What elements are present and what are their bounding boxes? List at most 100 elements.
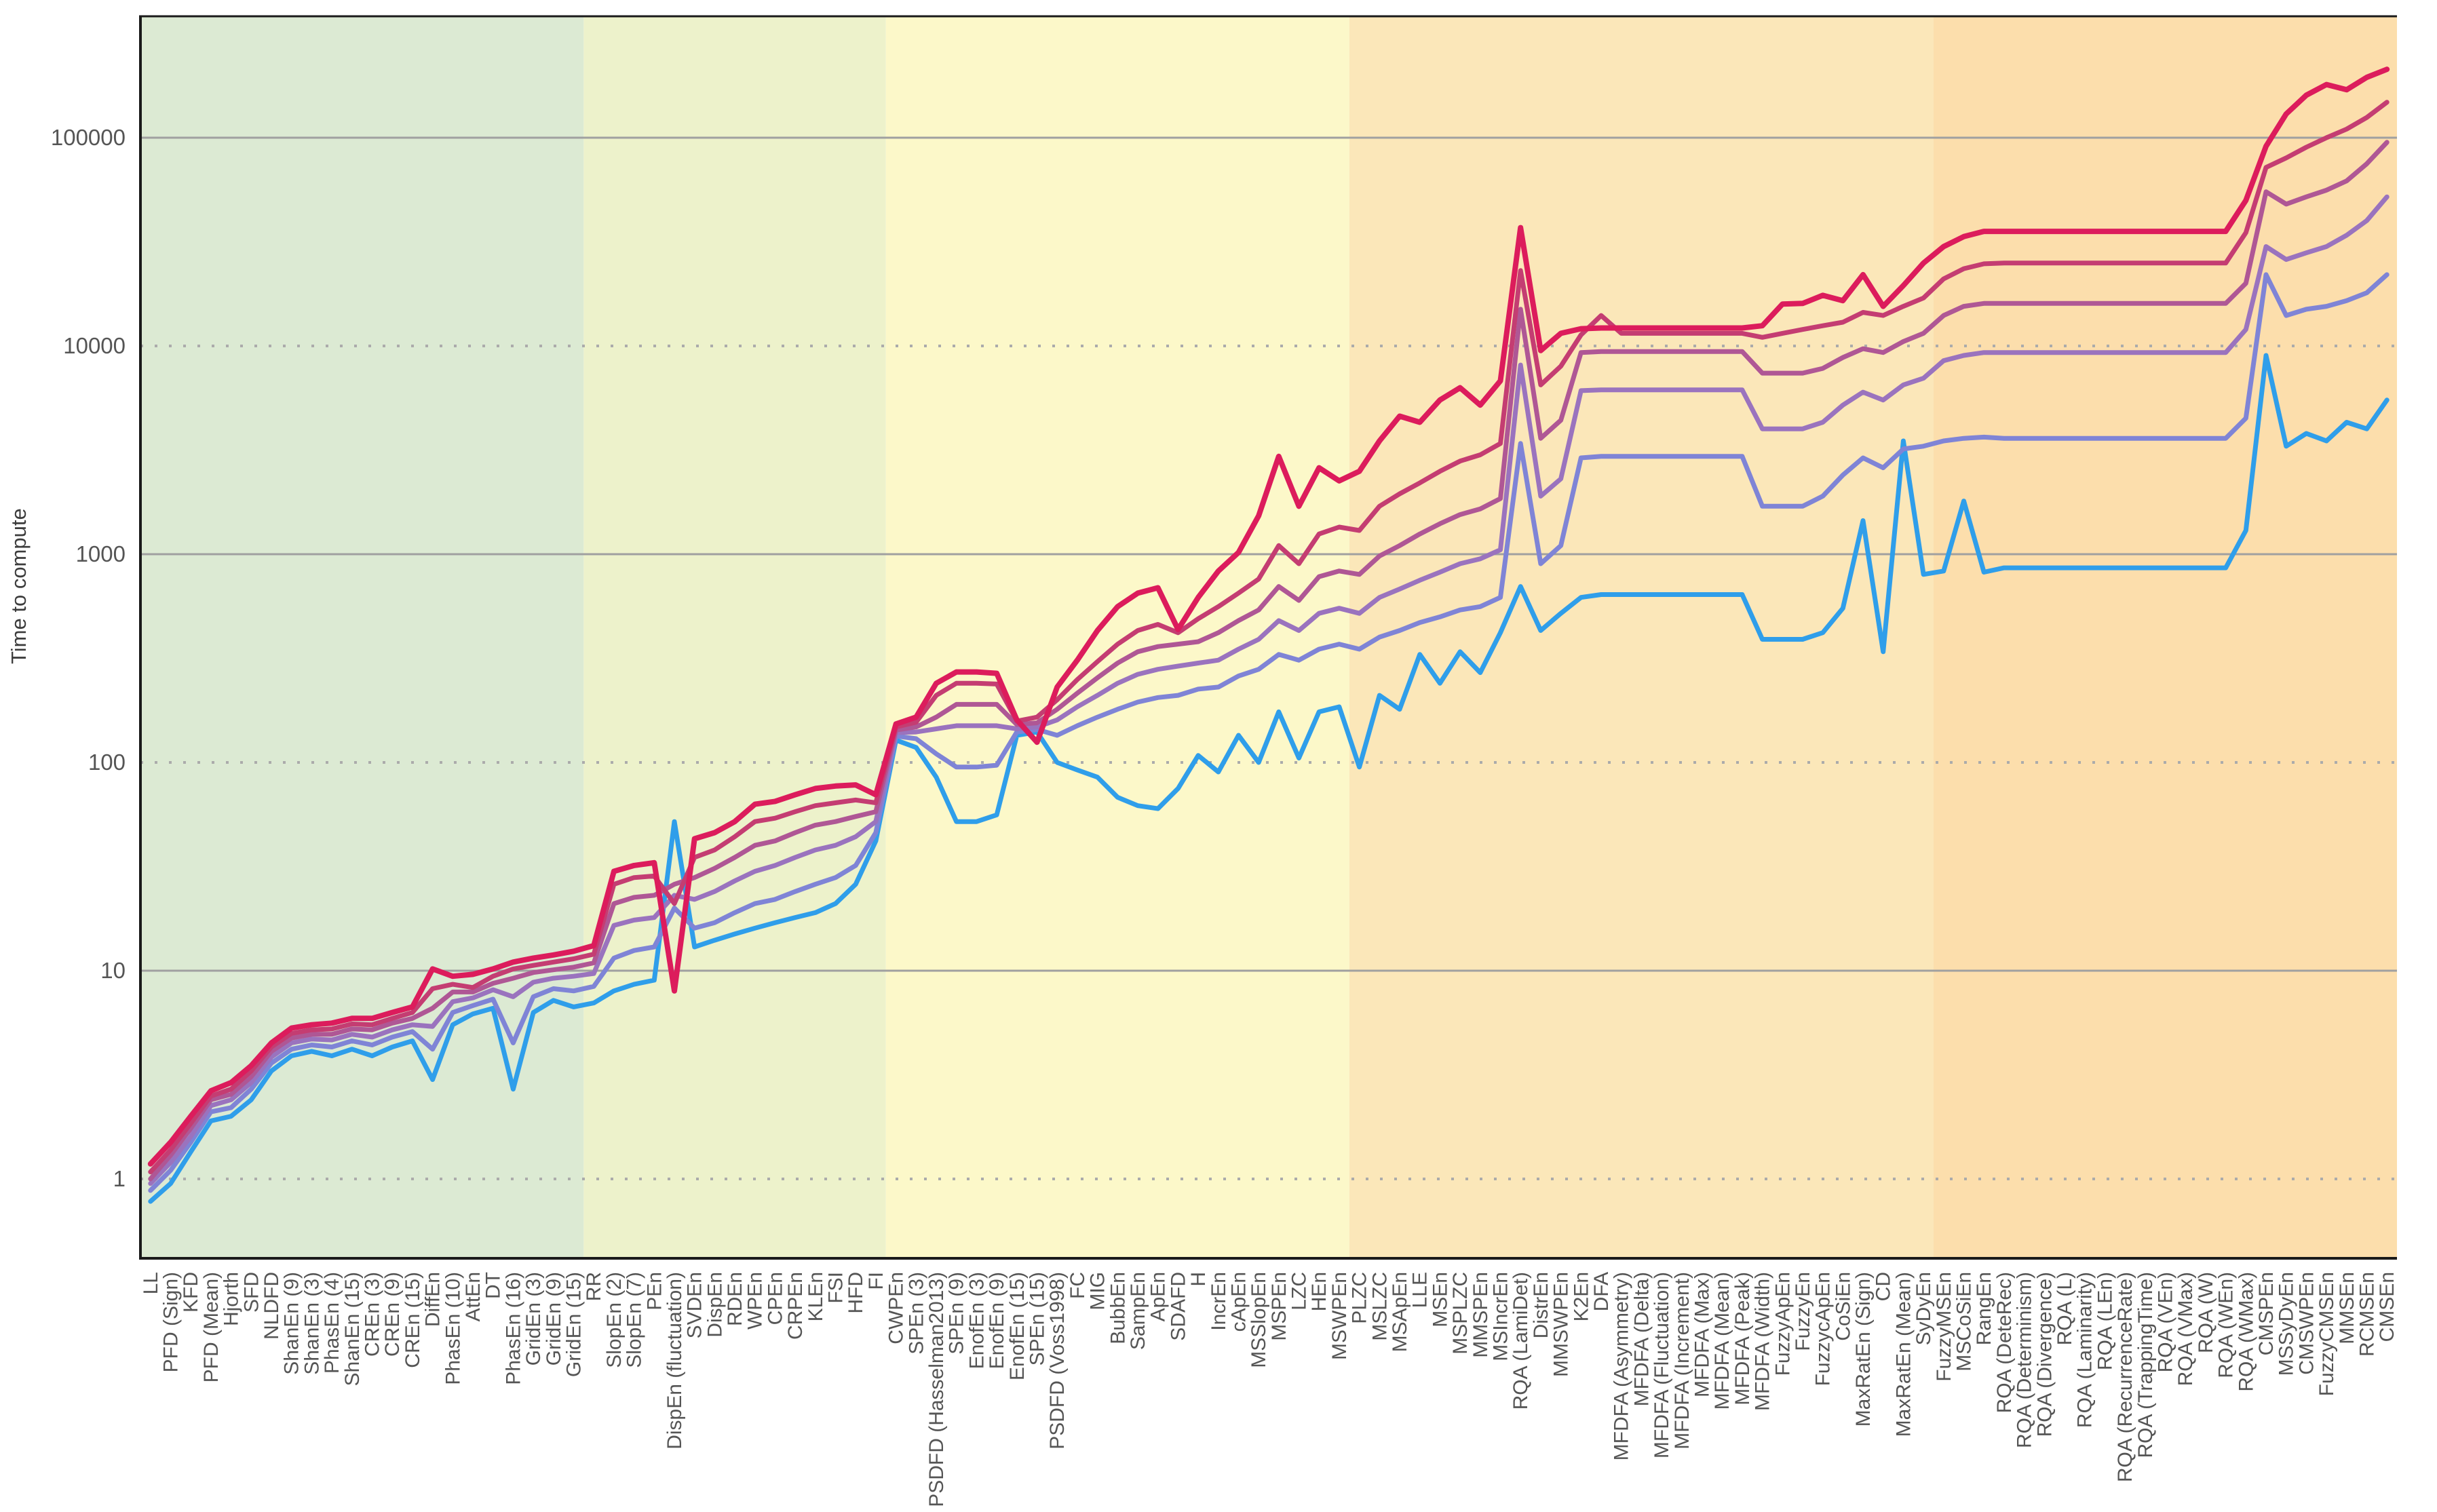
x-tick-label: FuzzyApEn <box>1771 1272 1794 1376</box>
x-tick-label: FuzzycApEn <box>1812 1272 1835 1386</box>
x-tick-label: Hjorth <box>220 1272 243 1326</box>
x-tick-label: DispEn (fluctuation) <box>664 1272 686 1450</box>
x-tick-label: BubbEn <box>1107 1272 1129 1344</box>
x-tick-label: HEn <box>1308 1272 1330 1311</box>
x-tick-label: MaxRatEn (Mean) <box>1892 1272 1915 1437</box>
x-tick-label: RQA (LamiDet) <box>1510 1272 1532 1410</box>
x-tick-label: CREn (3) <box>362 1272 384 1357</box>
x-tick-label: PFD (Sign) <box>160 1272 183 1372</box>
x-tick-label: RQA (TrappingTime) <box>2134 1272 2157 1458</box>
zone-zone-3 <box>885 16 1349 1258</box>
x-tick-label: SVDEn <box>684 1272 706 1338</box>
zone-zone-2 <box>583 16 886 1258</box>
x-tick-label: MSPLZC <box>1449 1272 1472 1355</box>
series-lines <box>147 66 2390 1204</box>
x-tick-label: MFDFA (Width) <box>1752 1272 1774 1411</box>
x-tick-label: NLDFD <box>261 1272 283 1340</box>
x-tick-label: KLEn <box>805 1272 827 1321</box>
x-tick-label: CRPEn <box>784 1272 807 1340</box>
x-tick-label: RQA (WMax) <box>2235 1272 2257 1392</box>
x-tick-label: MFDFA (Asymmetry) <box>1611 1272 1633 1460</box>
x-tick-label: PFD (Mean) <box>200 1272 223 1382</box>
x-tick-label: SDAFD <box>1167 1272 1189 1341</box>
x-tick-label: ShanEn (15) <box>341 1272 364 1386</box>
x-tick-label: CMSEn <box>2376 1272 2398 1342</box>
x-tick-label: RQA (VMax) <box>2174 1272 2197 1386</box>
series-purple <box>148 194 2390 1186</box>
x-tick-label: RQA (Determinism) <box>2014 1272 2036 1448</box>
x-tick-label: MFDFA (Mean) <box>1711 1272 1733 1410</box>
x-tick-label: ApEn <box>1147 1272 1170 1321</box>
x-tick-label: MFDFA (Increment) <box>1671 1272 1693 1450</box>
x-tick-label: H <box>1187 1272 1210 1287</box>
zone-zone-4 <box>1349 16 1934 1258</box>
x-tick-label: ShanEn (9) <box>281 1272 303 1375</box>
x-tick-label: MSCoSiEn <box>1953 1272 1976 1372</box>
x-tick-label: RQA (Divergence) <box>2033 1272 2056 1437</box>
x-tick-label: RDEn <box>724 1272 746 1326</box>
x-tick-label: IncrEn <box>1208 1272 1230 1331</box>
x-tick-label: DispEn <box>704 1272 726 1338</box>
x-tick-label: EnofEn (15) <box>1006 1272 1029 1380</box>
x-tick-label: MMSWPEn <box>1550 1272 1573 1377</box>
x-tick-label: KFD <box>180 1272 202 1313</box>
x-tick-label: CWPEn <box>885 1272 908 1344</box>
x-tick-label: RQA (W) <box>2195 1272 2217 1353</box>
x-tick-label: PEn <box>643 1272 666 1311</box>
x-tick-label: CoSiEn <box>1832 1272 1854 1341</box>
x-tick-label: AttEn <box>462 1272 484 1321</box>
x-tick-label: MSEn <box>1429 1272 1451 1327</box>
x-tick-label: RQA (DeteRec) <box>1993 1272 2016 1413</box>
x-tick-label: MMSPEn <box>1470 1272 1492 1358</box>
zone-bands <box>140 16 2397 1258</box>
x-tick-label: LZC <box>1288 1272 1311 1311</box>
x-tick-label: PhasEn (16) <box>502 1272 524 1385</box>
x-tick-label: SlopEn (7) <box>623 1272 646 1368</box>
x-tick-label: RQA (Laminarity) <box>2074 1272 2096 1428</box>
x-tick-label: MSLZC <box>1368 1272 1391 1341</box>
x-tick-label: MFDFA (Max) <box>1691 1272 1714 1397</box>
series-periwinkle <box>148 272 2390 1193</box>
x-tick-label: GridEn (3) <box>522 1272 545 1365</box>
x-tick-label: HFD <box>845 1272 867 1314</box>
x-tick-label: PhasEn (4) <box>321 1272 343 1374</box>
x-tick-label: PSDFD (Voss1998) <box>1046 1272 1069 1450</box>
x-tick-label: RQA (L) <box>2054 1272 2076 1345</box>
gridlines <box>140 136 2397 1180</box>
x-tick-label: RQA (VEn) <box>2155 1272 2177 1372</box>
x-tick-label: EnofEn (3) <box>965 1272 988 1369</box>
x-tick-label: FuzzyMSEn <box>1933 1272 1955 1382</box>
x-tick-label: MSSlopEn <box>1248 1272 1270 1368</box>
x-tick-label: PSDFD (Hasselman2013) <box>925 1272 948 1507</box>
x-tick-label: RR <box>583 1272 605 1301</box>
x-tick-label: SPEn (9) <box>946 1272 968 1355</box>
series-blue <box>148 353 2390 1204</box>
x-tick-label: RQA (LEn) <box>2094 1272 2116 1370</box>
x-tick-label: FSI <box>825 1272 847 1304</box>
x-tick-label: RQA (WEn) <box>2215 1272 2238 1378</box>
y-tick-label: 100 <box>88 750 126 775</box>
x-tick-label: DFA <box>1590 1272 1613 1311</box>
x-tick-label: MSApEn <box>1389 1272 1411 1352</box>
series-mauve <box>148 140 2390 1182</box>
zone-zone-5 <box>1933 16 2397 1258</box>
x-tick-label: RangEn <box>1973 1272 1995 1345</box>
y-axis-title: Time to compute <box>7 508 31 664</box>
y-tick-label: 10 <box>100 958 126 983</box>
x-tick-label: MFDFA (Peak) <box>1731 1272 1754 1406</box>
x-tick-label: RCMSEn <box>2356 1272 2379 1357</box>
x-tick-label: DiffEn <box>422 1272 444 1327</box>
x-tick-label: MSIncrEn <box>1490 1272 1512 1361</box>
y-tick-label: 1000 <box>76 541 126 566</box>
y-tick-label: 100000 <box>51 125 126 150</box>
x-tick-label: K2En <box>1570 1272 1592 1321</box>
x-tick-label: MSSyDyEn <box>2276 1272 2298 1376</box>
x-tick-label: SyDyEn <box>1913 1272 1935 1345</box>
x-tick-label: CMSWPEn <box>2295 1272 2318 1375</box>
x-tick-label: CMSPEn <box>2255 1272 2278 1355</box>
y-tick-label: 10000 <box>63 333 126 358</box>
x-tick-label: cApEn <box>1228 1272 1250 1332</box>
x-tick-label: CREn (15) <box>402 1272 424 1368</box>
